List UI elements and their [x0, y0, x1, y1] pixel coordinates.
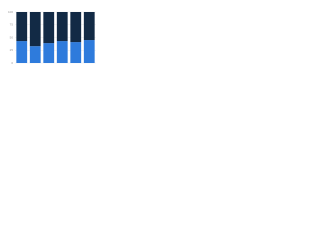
bar-segment	[83, 12, 95, 41]
bar-segment	[29, 12, 41, 47]
bar-segment	[29, 46, 41, 63]
bar-segment	[56, 12, 68, 42]
y-tick-label: 100	[8, 10, 13, 14]
y-tick-label: 50	[10, 35, 14, 39]
bar-segment	[70, 42, 82, 63]
y-tick-label: 25	[10, 48, 14, 52]
bar-segment	[16, 12, 28, 42]
bar-segment	[83, 40, 95, 63]
y-tick-label: 0	[11, 61, 13, 65]
bar-segment	[16, 41, 28, 63]
bar-segment	[43, 43, 55, 63]
y-tick-label: 75	[10, 23, 14, 27]
bar-segment	[56, 41, 68, 63]
chart: 0 25 50 75 100	[8, 10, 96, 65]
bar-segment	[43, 12, 55, 44]
bar-segment	[70, 12, 82, 43]
